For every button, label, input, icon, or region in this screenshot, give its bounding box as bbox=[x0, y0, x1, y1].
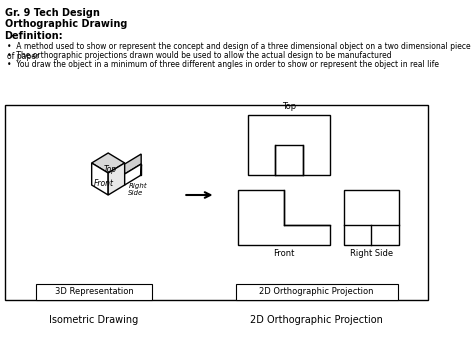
Text: Orthographic Drawing: Orthographic Drawing bbox=[5, 19, 127, 29]
Text: Isometric Drawing: Isometric Drawing bbox=[49, 315, 138, 325]
Bar bbox=[344, 190, 399, 245]
FancyBboxPatch shape bbox=[5, 105, 428, 300]
FancyBboxPatch shape bbox=[36, 284, 152, 300]
Text: Right Side: Right Side bbox=[350, 249, 393, 258]
Text: Definition:: Definition: bbox=[5, 31, 63, 41]
Text: Top: Top bbox=[282, 102, 296, 111]
Polygon shape bbox=[108, 163, 125, 195]
FancyBboxPatch shape bbox=[236, 284, 398, 300]
Bar bbox=[247, 115, 330, 175]
Polygon shape bbox=[238, 190, 330, 245]
Text: •  The orthographic projections drawn would be used to allow the actual design t: • The orthographic projections drawn wou… bbox=[7, 51, 392, 60]
Text: Top: Top bbox=[103, 165, 117, 174]
Polygon shape bbox=[125, 164, 141, 185]
Text: 2D Orthographic Projection: 2D Orthographic Projection bbox=[259, 287, 374, 296]
Text: 2D Orthographic Projection: 2D Orthographic Projection bbox=[250, 315, 383, 325]
Polygon shape bbox=[125, 154, 141, 174]
Text: Gr. 9 Tech Design: Gr. 9 Tech Design bbox=[5, 8, 100, 18]
Text: •  You draw the object in a minimum of three different angles in order to show o: • You draw the object in a minimum of th… bbox=[7, 60, 439, 69]
Bar bbox=[275, 145, 302, 175]
Polygon shape bbox=[140, 164, 141, 175]
Text: Front: Front bbox=[93, 179, 113, 189]
Text: 3D Representation: 3D Representation bbox=[55, 287, 133, 296]
Text: Front: Front bbox=[273, 249, 295, 258]
Text: •  A method used to show or represent the concept and design of a three dimensio: • A method used to show or represent the… bbox=[7, 42, 471, 61]
Text: Right
Side: Right Side bbox=[128, 182, 147, 196]
Polygon shape bbox=[91, 163, 108, 195]
Polygon shape bbox=[91, 153, 125, 173]
